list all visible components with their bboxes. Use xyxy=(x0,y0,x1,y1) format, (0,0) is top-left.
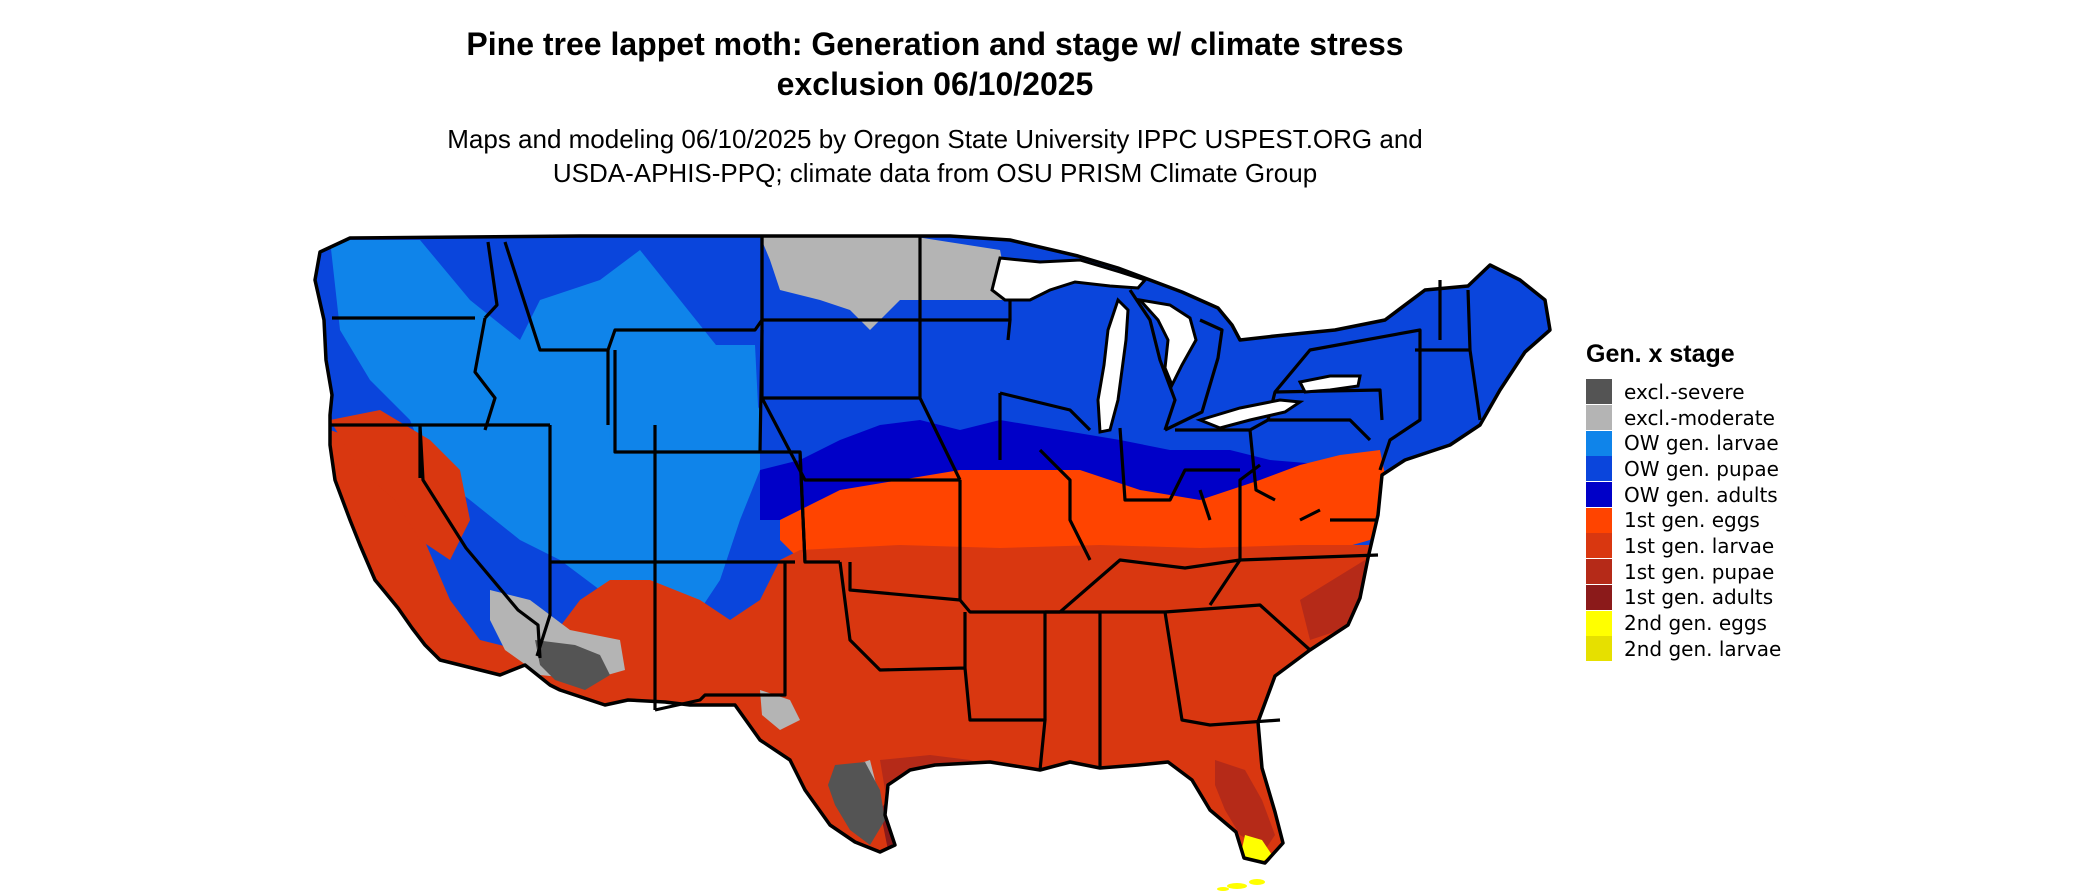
legend-item: excl.-severe xyxy=(1586,379,1781,405)
legend-item: OW gen. pupae xyxy=(1586,456,1781,482)
legend-item: OW gen. adults xyxy=(1586,482,1781,508)
legend-swatch xyxy=(1586,636,1612,662)
great-lakes xyxy=(990,256,1362,434)
map-title-line-1: Pine tree lappet moth: Generation and st… xyxy=(466,26,1404,62)
region-ow-larvae xyxy=(330,240,760,620)
legend: Gen. x stage excl.-severe excl.-moderate O… xyxy=(1586,340,1781,662)
us-outline xyxy=(313,234,1552,865)
lake-michigan xyxy=(1096,297,1130,434)
legend-item: 2nd gen. larvae xyxy=(1586,636,1781,662)
legend-swatch xyxy=(1586,559,1612,585)
map-title: Pine tree lappet moth: Generation and st… xyxy=(0,24,1870,104)
state-borders xyxy=(330,236,1482,771)
map-title-line-2: exclusion 06/10/2025 xyxy=(776,66,1094,102)
region-excl-moderate-north xyxy=(760,236,1010,330)
legend-item: 1st gen. larvae xyxy=(1586,533,1781,559)
map-subtitle: Maps and modeling 06/10/2025 by Oregon S… xyxy=(0,122,1870,190)
legend-item: 2nd gen. eggs xyxy=(1586,610,1781,636)
legend-items: excl.-severe excl.-moderate OW gen. larvae… xyxy=(1586,379,1781,662)
legend-label: 1st gen. pupae xyxy=(1624,559,1775,584)
legend-item: 1st gen. eggs xyxy=(1586,507,1781,533)
legend-label: OW gen. pupae xyxy=(1624,456,1779,481)
legend-label: 2nd gen. eggs xyxy=(1624,611,1767,636)
legend-label: excl.-moderate xyxy=(1624,405,1775,430)
legend-item: 1st gen. pupae xyxy=(1586,559,1781,585)
legend-swatch xyxy=(1586,610,1612,636)
east-border-lines xyxy=(1043,280,1482,768)
central-border-lines xyxy=(760,236,1379,771)
legend-item: 1st gen. adults xyxy=(1586,584,1781,611)
legend-swatch xyxy=(1586,405,1612,431)
legend-label: 1st gen. eggs xyxy=(1624,508,1760,533)
lake-huron xyxy=(1136,297,1198,389)
lake-ontario xyxy=(1297,374,1362,394)
legend-item: OW gen. larvae xyxy=(1586,430,1781,456)
map-subtitle-line-2: USDA-APHIS-PPQ; climate data from OSU PR… xyxy=(552,158,1318,188)
legend-swatch xyxy=(1586,379,1612,405)
legend-swatch xyxy=(1586,430,1612,456)
region-1st-pupae-fl xyxy=(1215,760,1275,850)
legend-swatch xyxy=(1586,456,1612,482)
region-excl-severe-tx xyxy=(828,762,885,845)
region-1st-larvae-ca xyxy=(330,410,470,560)
legend-label: excl.-severe xyxy=(1624,379,1745,404)
lake-erie xyxy=(1195,398,1305,430)
map-subtitle-line-1: Maps and modeling 06/10/2025 by Oregon S… xyxy=(447,124,1423,154)
legend-label: OW gen. adults xyxy=(1624,482,1778,507)
legend-label: OW gen. larvae xyxy=(1624,431,1779,456)
florida-keys xyxy=(1217,879,1265,891)
legend-swatch xyxy=(1586,584,1612,610)
legend-label: 2nd gen. larvae xyxy=(1624,636,1782,661)
legend-label: 1st gen. adults xyxy=(1624,585,1774,610)
legend-swatch xyxy=(1586,482,1612,508)
legend-swatch xyxy=(1586,507,1612,533)
legend-item: excl.-moderate xyxy=(1586,405,1781,431)
legend-label: 1st gen. larvae xyxy=(1624,533,1775,558)
legend-title: Gen. x stage xyxy=(1586,340,1735,368)
legend-swatch xyxy=(1586,533,1612,559)
region-excl-severe-az xyxy=(535,640,610,690)
region-ow-larvae-wy xyxy=(605,345,760,445)
region-excl-moderate-tx xyxy=(760,690,800,730)
lake-superior xyxy=(990,256,1148,302)
